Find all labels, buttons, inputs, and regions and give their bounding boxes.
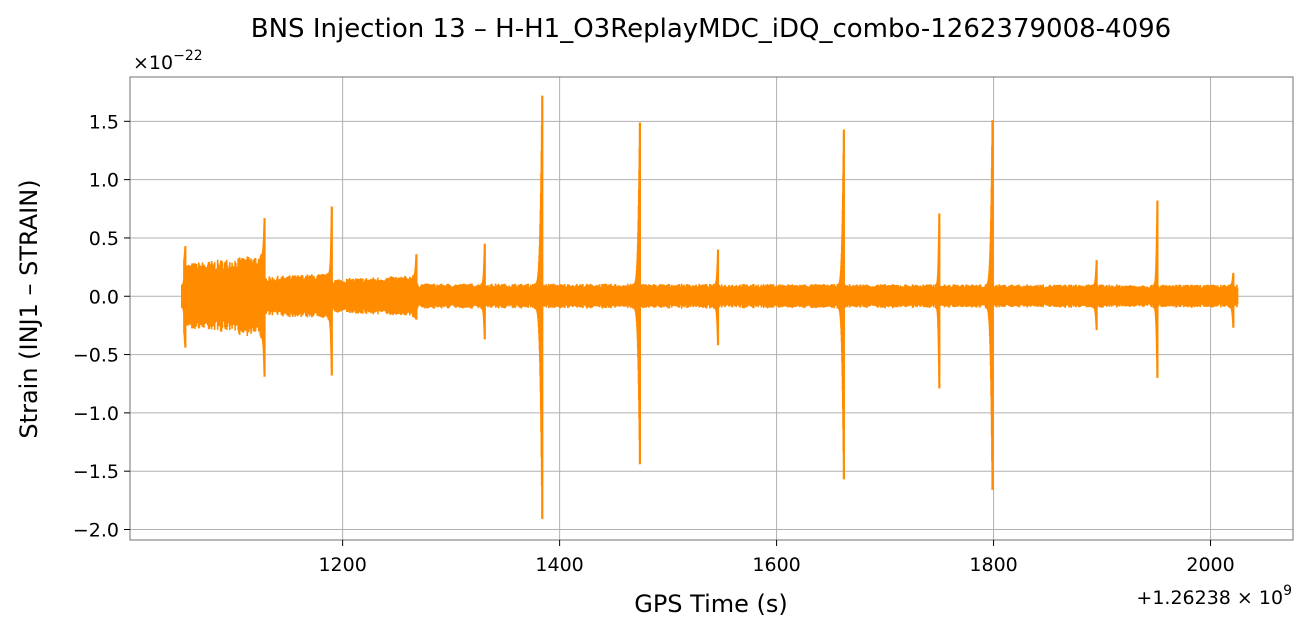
strain-peak [480,243,486,340]
strain-peak [632,122,641,465]
strain-peak [1152,200,1159,378]
plot-frame [129,76,1294,541]
x-axis-offset: +1.26238 × 109 [1136,583,1292,609]
series-strain [180,95,1239,520]
strain-peak [412,254,418,320]
strain-peak [836,129,845,480]
x-tick-label: 2000 [1186,554,1234,576]
strain-peak [1228,272,1235,328]
strain-peak [327,206,333,376]
y-tick-label: 1.5 [89,111,119,133]
x-tick-label: 1800 [969,554,1017,576]
y-tick-label: −0.5 [73,345,119,367]
chart-title: BNS Injection 13 – H-H1_O3ReplayMDC_iDQ_… [251,14,1171,44]
x-tick-label: 1400 [535,554,583,576]
strain-peak [984,120,994,490]
y-tick-label: −2.0 [73,520,119,542]
x-tick-label: 1600 [752,554,800,576]
y-tick-label: −1.0 [73,403,119,425]
y-scale-base: ×10 [133,52,173,74]
y-axis-label: Strain (INJ1 – STRAIN) [15,179,43,438]
x-tick-label: 1200 [318,554,366,576]
y-tick-label: 1.0 [89,170,119,192]
strain-trace [183,255,1239,337]
strain-peak [533,95,544,520]
x-axis-label: GPS Time (s) [634,590,788,618]
x-axis-ticks: 1200 1400 1600 1800 2000 [318,540,1235,576]
strain-peak [1092,260,1098,331]
strain-peak [934,213,941,389]
x-offset-base: +1.26238 × 10 [1136,587,1283,609]
strain-peak [260,218,266,377]
y-scale-multiplier: ×10−22 [133,48,203,74]
y-tick-label: −1.5 [73,461,119,483]
strain-peak [180,246,187,348]
strain-peak [713,249,720,346]
y-axis-ticks: 1.5 1.0 0.5 0.0 −0.5 −1.0 −1.5 −2.0 [73,111,130,542]
y-tick-label: 0.5 [89,228,119,250]
y-tick-label: 0.0 [89,286,119,308]
y-scale-exponent: −22 [173,48,203,64]
x-offset-exponent: 9 [1283,583,1292,599]
